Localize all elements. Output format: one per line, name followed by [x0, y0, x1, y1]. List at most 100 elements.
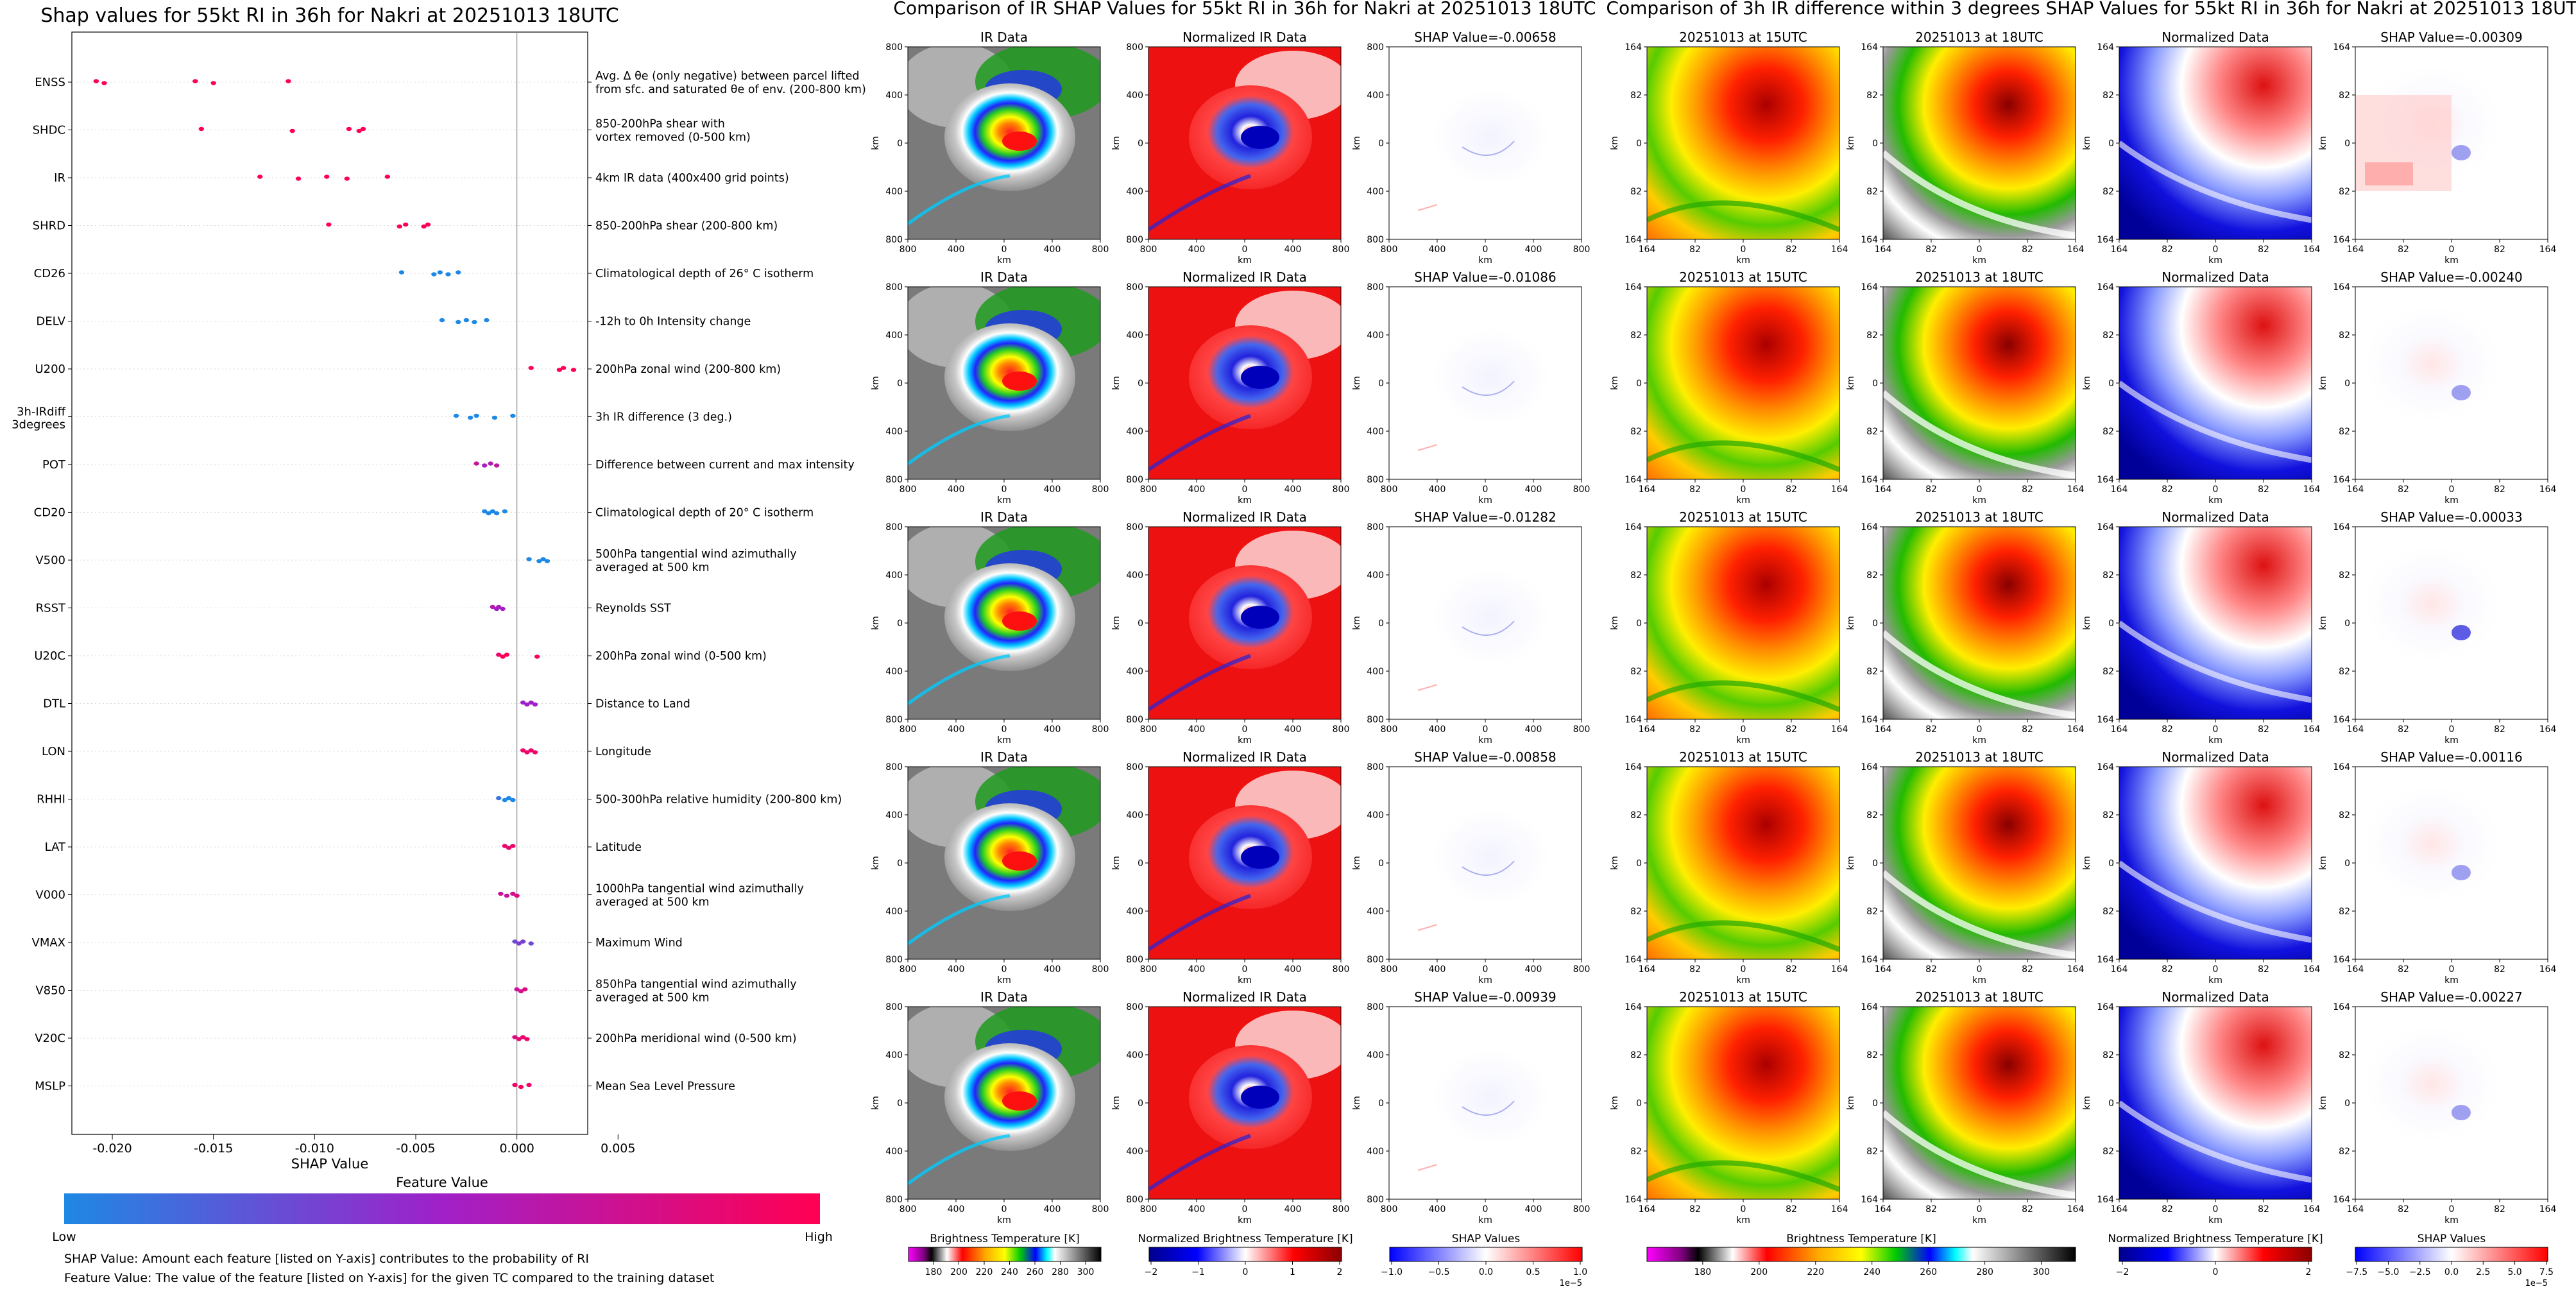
shap-patch: [2452, 625, 2471, 640]
feature-description: Latitude: [595, 841, 642, 854]
colorbar-tick-label: −7.5: [2346, 1267, 2367, 1277]
x-tick-label: 164: [1831, 724, 1848, 735]
image-content: [908, 527, 1100, 719]
feature-description: from sfc. and saturated θe of env. (200-…: [595, 83, 866, 96]
y-tick-label: 800: [1126, 715, 1143, 725]
y-tick-label: 82: [1630, 1147, 1642, 1157]
y-tick-label: 800: [1367, 282, 1384, 293]
shap-point: [360, 126, 366, 132]
shap-point: [486, 511, 491, 516]
shap-patch: [2365, 162, 2413, 185]
y-tick-label: 400: [1367, 810, 1384, 821]
x-axis-label: km: [997, 735, 1011, 746]
shap-point: [526, 557, 532, 561]
x-tick-label: 0: [1483, 724, 1488, 735]
x-tick-label: 164: [2347, 1204, 2364, 1215]
image-content: [1389, 767, 1582, 959]
image-content: [1148, 767, 1341, 959]
subplot-title: Normalized Data: [2162, 989, 2269, 1005]
y-tick-label: 400: [885, 90, 903, 101]
colorbar-tick-label: 0: [2213, 1267, 2219, 1277]
storm-core: [1002, 851, 1037, 871]
x-tick-label: 800: [900, 484, 917, 495]
x-axis-label: km: [1736, 1215, 1750, 1225]
shap-streak: [1417, 204, 1438, 211]
diff-comparison-panel: Comparison of 3h IR difference within 3 …: [1606, 0, 2576, 1225]
y-axis-label: km: [1846, 1096, 1856, 1110]
image-content: [1389, 287, 1582, 479]
y-tick-label: 400: [1126, 330, 1143, 341]
x-axis-label: km: [2444, 495, 2459, 506]
y-axis-label: km: [2318, 136, 2328, 150]
panel-title: Comparison of IR SHAP Values for 55kt RI…: [893, 0, 1596, 19]
y-tick-label: 800: [885, 1195, 903, 1205]
y-tick-label: 164: [1861, 955, 1878, 965]
shap-point: [506, 796, 512, 801]
shap-point: [516, 941, 522, 946]
x-tick-label: 0: [1242, 484, 1248, 495]
image-content: [1647, 1007, 1839, 1199]
x-tick-label: 0: [1741, 964, 1746, 975]
y-tick-label: 0: [897, 379, 903, 389]
y-tick-label: 164: [1625, 522, 1642, 533]
x-tick-label: 82: [1925, 484, 1937, 495]
y-tick-label: 0: [1138, 1098, 1143, 1109]
subplot-title: Normalized Data: [2162, 749, 2269, 765]
colorbar-row: Brightness Temperature [K]180 200 220 240 26…: [908, 1233, 2554, 1288]
shap-point: [397, 224, 402, 229]
x-tick-label: 0: [1242, 724, 1248, 735]
image-content: [1883, 47, 2076, 239]
x-tick-label: 82: [2162, 1204, 2173, 1215]
x-tick-label: 82: [2162, 724, 2173, 735]
x-tick-label: 82: [2022, 244, 2033, 255]
x-tick-label: 82: [2494, 1204, 2505, 1215]
subplot-title: SHAP Value=-0.00227: [2380, 989, 2522, 1005]
image-content: [908, 47, 1100, 239]
x-tick-label: 82: [2398, 724, 2409, 735]
shap-point: [346, 126, 352, 132]
note-feature: Feature Value: The value of the feature …: [64, 1271, 714, 1285]
y-axis-label: km: [1846, 136, 1856, 150]
x-tick-label: 164: [2539, 724, 2557, 735]
x-axis-label: km: [1736, 975, 1750, 986]
shap-point: [570, 368, 577, 372]
subplot-title: Normalized Data: [2162, 269, 2269, 285]
x-tick-label: 800: [1333, 484, 1350, 495]
subplot-title: SHAP Value=-0.01086: [1414, 269, 1556, 285]
x-tick-label: 0: [1741, 724, 1746, 735]
y-tick-label: 164: [1861, 235, 1878, 245]
y-axis-label: km: [1610, 616, 1620, 630]
feature-description: averaged at 500 km: [595, 561, 710, 574]
image-content: [1647, 527, 1839, 719]
x-tick-label: -0.015: [194, 1141, 233, 1156]
y-tick-label: 164: [1625, 1002, 1642, 1012]
band: [2119, 380, 2312, 463]
feature-name: RSST: [36, 602, 66, 615]
x-tick-label: 800: [900, 244, 917, 255]
colorbar-tick-label: −1: [1191, 1267, 1205, 1277]
feature-description: averaged at 500 km: [595, 992, 710, 1005]
x-tick-label: 0: [2449, 724, 2455, 735]
y-tick-label: 164: [2333, 235, 2350, 245]
shap-point: [490, 509, 496, 514]
y-tick-label: 164: [2097, 282, 2114, 293]
x-tick-label: 800: [1092, 1204, 1109, 1215]
band: [1647, 440, 1839, 472]
x-tick-label: 82: [1689, 244, 1701, 255]
subplot-title: SHAP Value=-0.00033: [2380, 509, 2522, 525]
y-axis-label: km: [871, 616, 881, 630]
shap-point: [504, 653, 510, 657]
feature-description: 200hPa zonal wind (0-500 km): [595, 650, 767, 663]
x-tick-label: 164: [2347, 724, 2364, 735]
y-tick-label: 82: [2103, 667, 2114, 677]
shap-halo: [2365, 786, 2500, 901]
y-axis-label: km: [2082, 1096, 2092, 1110]
y-tick-label: 0: [1138, 619, 1143, 629]
x-tick-label: 400: [1284, 244, 1302, 255]
feature-name: U20C: [34, 649, 65, 663]
y-axis-label: km: [871, 376, 881, 390]
y-tick-label: 164: [2333, 762, 2350, 773]
y-tick-label: 0: [897, 1098, 903, 1109]
shap-point: [502, 509, 508, 514]
